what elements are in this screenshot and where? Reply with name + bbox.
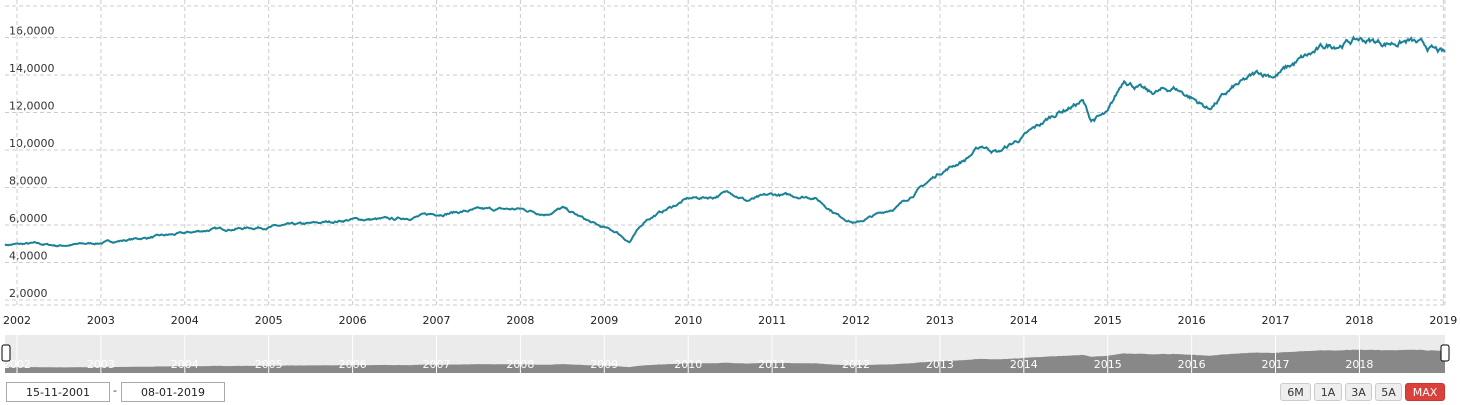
x-tick-label: 2007 — [423, 314, 451, 327]
y-tick-label: 10,0000 — [9, 137, 55, 150]
x-tick-label: 2012 — [842, 314, 870, 327]
x-tick-label: 2016 — [1178, 314, 1206, 327]
navigator-label: 2014 — [1010, 358, 1038, 371]
range-button-6m[interactable]: 6M — [1280, 383, 1311, 401]
x-tick-label: 2008 — [506, 314, 534, 327]
x-tick-label: 2004 — [171, 314, 199, 327]
x-tick-label: 2017 — [1262, 314, 1290, 327]
x-tick-label: 2011 — [758, 314, 786, 327]
navigator-area — [5, 349, 1445, 373]
to-date-input[interactable]: 08-01-2019 — [121, 382, 225, 402]
range-button-5a[interactable]: 5A — [1375, 383, 1402, 401]
navigator-label: 2009 — [590, 358, 618, 371]
x-tick-label: 2015 — [1094, 314, 1122, 327]
navigator-label: 2007 — [423, 358, 451, 371]
x-tick-label: 2019 — [1429, 314, 1457, 327]
navigator-label: 2006 — [339, 358, 367, 371]
navigator-label: 2010 — [674, 358, 702, 371]
navigator-label: 2017 — [1262, 358, 1290, 371]
navigator-label: 2015 — [1094, 358, 1122, 371]
y-tick-label: 6,0000 — [9, 212, 48, 225]
range-button-1a[interactable]: 1A — [1314, 383, 1342, 401]
x-tick-label: 2009 — [590, 314, 618, 327]
y-tick-label: 4,0000 — [9, 250, 48, 263]
price-line — [4, 35, 1446, 248]
from-date-input[interactable]: 15-11-2001 — [6, 382, 110, 402]
navigator-label: 2013 — [926, 358, 954, 371]
navigator-label: 2003 — [87, 358, 115, 371]
navigator-label: 2005 — [255, 358, 283, 371]
navigator-label: 2004 — [171, 358, 199, 371]
navigator-label: 2002 — [3, 358, 31, 371]
date-separator: - — [113, 384, 117, 397]
navigator-label: 2011 — [758, 358, 786, 371]
x-tick-label: 2010 — [674, 314, 702, 327]
navigator-right-handle[interactable] — [1440, 344, 1450, 362]
x-tick-label: 2013 — [926, 314, 954, 327]
navigator-label: 2012 — [842, 358, 870, 371]
x-tick-label: 2005 — [255, 314, 283, 327]
y-tick-label: 8,0000 — [9, 175, 48, 188]
x-tick-label: 2006 — [339, 314, 367, 327]
navigator-label: 2018 — [1345, 358, 1373, 371]
x-tick-label: 2018 — [1345, 314, 1373, 327]
x-tick-label: 2003 — [87, 314, 115, 327]
y-tick-label: 14,0000 — [9, 62, 55, 75]
x-tick-label: 2002 — [3, 314, 31, 327]
range-button-max[interactable]: MAX — [1405, 383, 1445, 401]
navigator-left-handle[interactable] — [1, 344, 11, 362]
y-tick-label: 12,0000 — [9, 100, 55, 113]
y-tick-label: 2,0000 — [9, 287, 48, 300]
navigator-label: 2016 — [1178, 358, 1206, 371]
range-button-3a[interactable]: 3A — [1345, 383, 1372, 401]
y-tick-label: 16,0000 — [9, 25, 55, 38]
x-tick-label: 2014 — [1010, 314, 1038, 327]
navigator-label: 2008 — [506, 358, 534, 371]
chart-svg: 2,0000 4,0000 6,0000 8,0000 10,0000 12,0000 14… — [1, 0, 1457, 373]
